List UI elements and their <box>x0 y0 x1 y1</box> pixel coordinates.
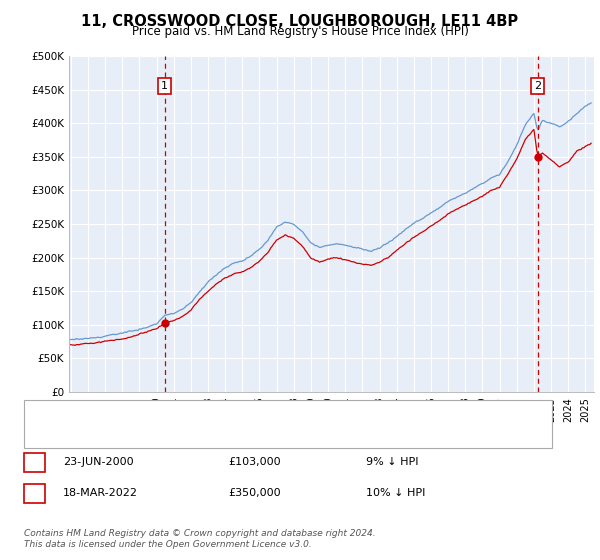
Text: HPI: Average price, detached house, Charnwood: HPI: Average price, detached house, Char… <box>69 428 321 438</box>
Text: Price paid vs. HM Land Registry's House Price Index (HPI): Price paid vs. HM Land Registry's House … <box>131 25 469 38</box>
Text: £350,000: £350,000 <box>228 488 281 498</box>
Text: 11, CROSSWOOD CLOSE, LOUGHBOROUGH, LE11 4BP: 11, CROSSWOOD CLOSE, LOUGHBOROUGH, LE11 … <box>82 14 518 29</box>
Text: 9% ↓ HPI: 9% ↓ HPI <box>366 457 419 467</box>
Text: 23-JUN-2000: 23-JUN-2000 <box>63 457 134 467</box>
Text: 1: 1 <box>161 81 168 91</box>
Text: £103,000: £103,000 <box>228 457 281 467</box>
Text: Contains HM Land Registry data © Crown copyright and database right 2024.
This d: Contains HM Land Registry data © Crown c… <box>24 529 376 549</box>
Text: ——: —— <box>39 426 67 440</box>
Text: 11, CROSSWOOD CLOSE, LOUGHBOROUGH, LE11 4BP (detached house): 11, CROSSWOOD CLOSE, LOUGHBOROUGH, LE11 … <box>69 408 445 418</box>
Text: 18-MAR-2022: 18-MAR-2022 <box>63 488 138 498</box>
Text: 2: 2 <box>31 488 38 498</box>
Text: ——: —— <box>39 405 67 420</box>
Text: 2: 2 <box>534 81 541 91</box>
Text: 1: 1 <box>31 457 38 467</box>
Text: 10% ↓ HPI: 10% ↓ HPI <box>366 488 425 498</box>
